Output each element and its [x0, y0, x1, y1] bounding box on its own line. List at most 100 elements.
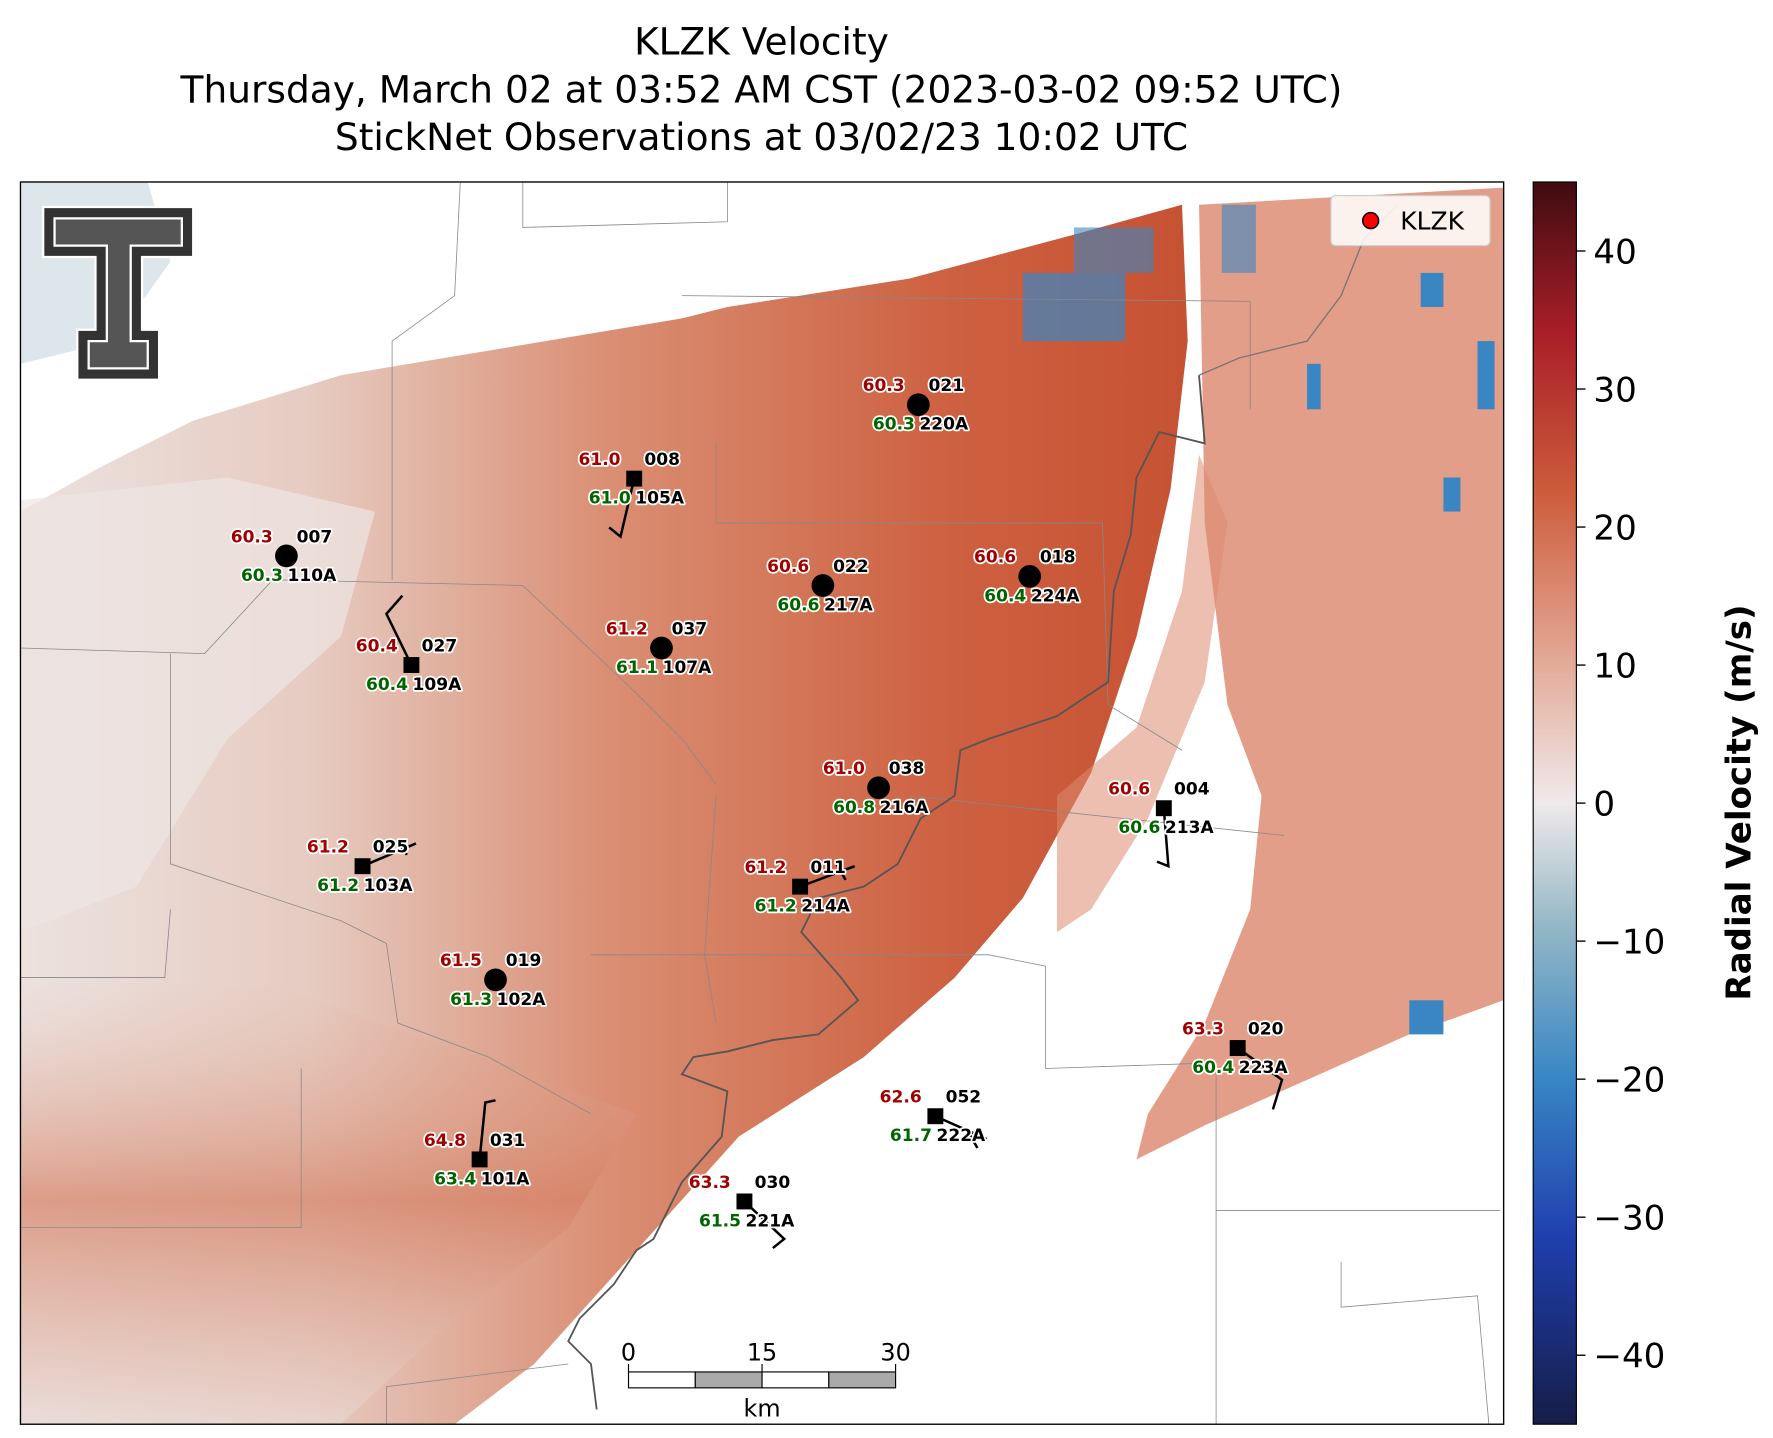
station: 64.8 031 63.4 101A	[422, 1129, 532, 1191]
station-marker	[792, 878, 809, 895]
title: KLZK Velocity	[634, 20, 889, 64]
colorbar	[1532, 181, 1577, 1425]
colorbar-ticks: −40 −30 −20 −10 0 10 20 30 40	[1576, 233, 1665, 1377]
scale-tick-label: 0	[621, 1339, 636, 1367]
station-id2: 216A	[880, 798, 930, 818]
temperature: 61.2	[307, 838, 349, 858]
station-id: 030	[755, 1173, 791, 1193]
station: 63.3 030 61.5 221A	[687, 1171, 797, 1233]
colorbar-label: Radial Velocity (m/s)	[1719, 604, 1759, 1000]
station-id2: 221A	[746, 1211, 796, 1231]
station: 61.2 037 61.1 107A	[604, 618, 714, 680]
station-id: 037	[672, 619, 708, 639]
station-marker	[736, 1193, 753, 1210]
station-marker	[354, 858, 371, 875]
station: 63.3 020 60.4 223A	[1180, 1018, 1290, 1080]
temperature: 61.0	[823, 759, 865, 779]
scale-segment	[627, 1371, 696, 1389]
colorbar-tick-label: 0	[1593, 785, 1615, 825]
colorbar-tick-label: −10	[1593, 923, 1665, 963]
temperature: 60.3	[863, 376, 905, 396]
dewpoint: 61.3	[450, 990, 492, 1010]
dewpoint: 60.6	[1118, 818, 1160, 838]
station-id: 004	[1174, 780, 1210, 800]
temperature: 60.6	[767, 557, 809, 577]
dewpoint: 61.0	[589, 489, 631, 509]
dewpoint: 61.2	[755, 897, 797, 917]
station-id2: 222A	[937, 1126, 987, 1146]
station-id: 038	[889, 759, 925, 779]
temperature: 60.6	[974, 548, 1016, 568]
scale-segment	[694, 1371, 763, 1389]
colorbar-tick-label: 20	[1593, 509, 1636, 549]
dewpoint: 61.2	[317, 876, 359, 896]
station-marker	[471, 1151, 488, 1168]
station: 62.6 052 61.7 222A	[878, 1086, 988, 1148]
station: 61.5 019 61.3 102A	[438, 949, 548, 1011]
dewpoint: 60.3	[241, 566, 283, 586]
station-id2: 213A	[1165, 818, 1215, 838]
legend-box	[1330, 195, 1491, 247]
temperature: 64.8	[424, 1131, 466, 1151]
dewpoint: 60.3	[873, 415, 915, 435]
wind-barbs	[362, 478, 1284, 1250]
ttu-logo	[42, 205, 195, 381]
station-marker	[626, 470, 643, 487]
colorbar-tick-label: 30	[1593, 371, 1636, 411]
scale-tick-label: 30	[880, 1339, 910, 1367]
scale-tick-label: 15	[747, 1339, 777, 1367]
map-frame	[19, 181, 1505, 1425]
velocity-outer-east	[1056, 454, 1228, 933]
dewpoint: 61.1	[616, 658, 658, 678]
station-id: 027	[422, 636, 458, 656]
temperature: 62.6	[880, 1088, 922, 1108]
station-id2: 214A	[801, 897, 851, 917]
subtitle2: StickNet Observations at 03/02/23 10:02 …	[335, 115, 1188, 159]
county-lines	[20, 181, 1501, 1425]
velocity-far-east	[1136, 187, 1504, 1160]
station-id: 007	[297, 527, 333, 547]
station-id: 052	[946, 1088, 982, 1108]
station-id2: 223A	[1239, 1058, 1289, 1078]
station-id: 011	[810, 858, 846, 878]
station-id: 025	[373, 838, 409, 858]
station-id: 020	[1248, 1019, 1284, 1039]
station-marker	[906, 393, 930, 417]
temperature: 61.2	[744, 858, 786, 878]
station-marker	[927, 1108, 944, 1125]
station-id2: 110A	[288, 566, 338, 586]
subtitle: Thursday, March 02 at 03:52 AM CST (2023…	[180, 67, 1343, 111]
station-id2: 217A	[824, 595, 874, 615]
station-marker	[867, 776, 890, 800]
station-id2: 224A	[1031, 586, 1081, 606]
scale-bar: 0 15 30 km	[621, 1339, 911, 1423]
station-id: 021	[929, 376, 965, 396]
legend-label: KLZK	[1400, 207, 1464, 236]
velocity-field	[20, 181, 1504, 1425]
dewpoint: 60.4	[1192, 1058, 1234, 1078]
colorbar-tick-label: −30	[1593, 1199, 1665, 1239]
station-marker	[1229, 1040, 1246, 1056]
dewpoint: 63.4	[434, 1169, 476, 1189]
velocity-blue-patches	[1022, 204, 1495, 1035]
station-marker	[275, 544, 298, 568]
dewpoint: 60.8	[833, 798, 875, 818]
dewpoint: 60.4	[366, 675, 408, 695]
temperature: 61.0	[579, 450, 621, 470]
station: 60.6 018 60.4 224A	[972, 546, 1082, 608]
legend: KLZK	[1330, 195, 1491, 247]
station-id2: 101A	[481, 1169, 531, 1189]
station-id: 018	[1040, 548, 1076, 568]
dewpoint: 60.6	[777, 595, 819, 615]
legend-marker	[1361, 211, 1380, 230]
station-marker	[1155, 800, 1172, 817]
station-id: 008	[644, 450, 680, 470]
station-marker	[650, 636, 673, 660]
